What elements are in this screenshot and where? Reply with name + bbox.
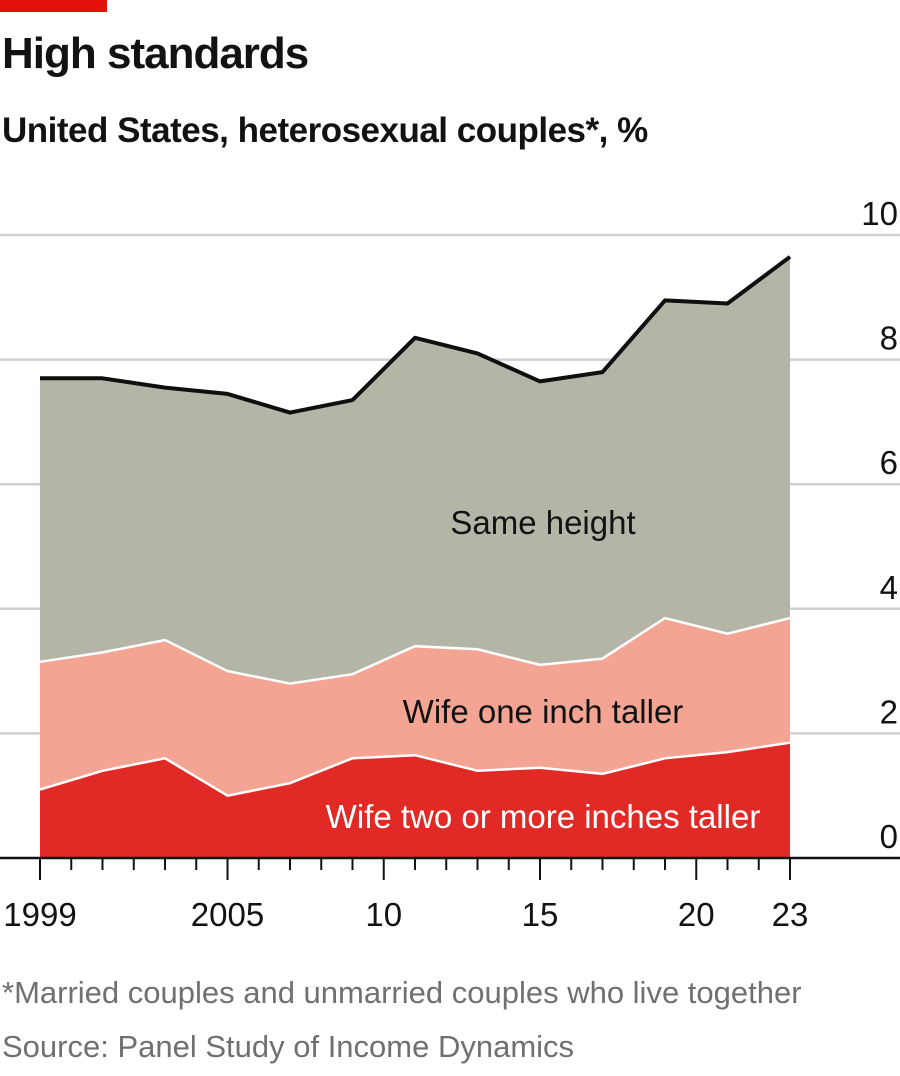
total-line — [40, 255, 792, 415]
footnote: *Married couples and unmarried couples w… — [2, 975, 802, 1010]
x-tick-label: 23 — [772, 896, 809, 933]
series-label: Same height — [450, 504, 635, 541]
area-wife_two_plus — [40, 742, 790, 858]
y-tick-label: 0 — [880, 818, 898, 855]
source-note: Source: Panel Study of Income Dynamics — [2, 1029, 575, 1064]
y-tick-label: 6 — [880, 444, 898, 481]
area-separator — [39, 741, 791, 798]
stacked-area-chart: 1999 2005 10 15 20 23 0 2 4 6 8 10 Wife two or more … — [0, 195, 900, 933]
accent-bar — [0, 0, 107, 12]
chart-title: High standards — [2, 29, 309, 78]
x-tick-label: 10 — [365, 896, 402, 933]
area-separator — [39, 616, 791, 685]
x-tick-label: 1999 — [3, 896, 76, 933]
series-label: Wife two or more inches taller — [326, 798, 761, 835]
area-wife_one_inch — [40, 618, 790, 796]
y-tick-label: 8 — [880, 320, 898, 357]
area-same_height — [40, 256, 790, 684]
x-tick-label: 15 — [522, 896, 559, 933]
y-tick-label: 10 — [861, 195, 898, 232]
y-tick-label: 2 — [880, 693, 898, 730]
chart-subtitle: United States, heterosexual couples*, % — [2, 111, 648, 150]
x-tick-label: 2005 — [191, 896, 264, 933]
x-tick-label: 20 — [678, 896, 715, 933]
series-label: Wife one inch taller — [403, 693, 684, 730]
y-tick-label: 4 — [880, 569, 898, 606]
